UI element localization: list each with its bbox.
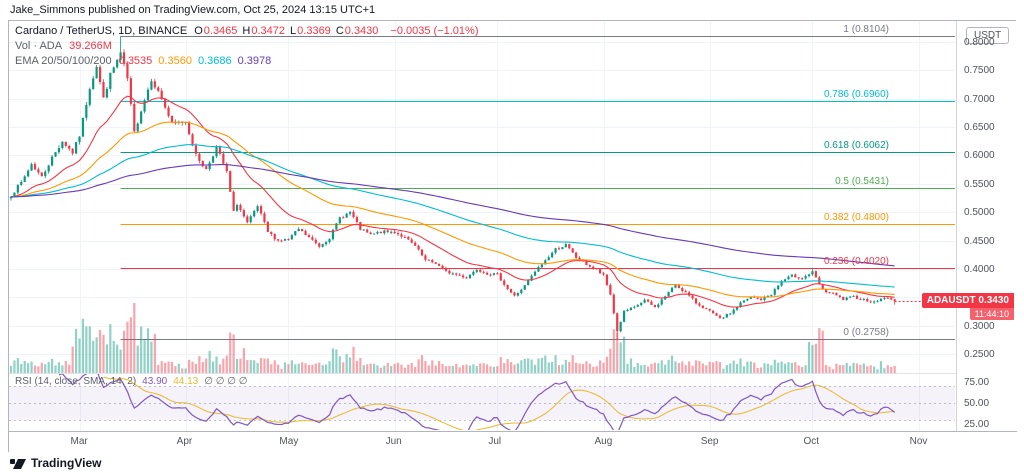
symbol-legend-row[interactable]: Cardano / TetherUS, 1D, BINANCE O0.3465 H… xyxy=(15,24,479,39)
month-label: Aug xyxy=(594,436,613,447)
month-label: Nov xyxy=(909,436,928,447)
price-tick: 0.6500 xyxy=(964,122,995,134)
month-label: Mar xyxy=(70,436,88,447)
ema-value: 0.3978 xyxy=(237,55,272,67)
chart-frame: 1 (0.8104) 0.786 (0.6960) 0.618 (0.6062) 0.… xyxy=(8,20,1017,452)
price-tick: 0.2500 xyxy=(964,349,995,360)
ohlc-key: C xyxy=(335,25,344,37)
chart-canvas[interactable] xyxy=(9,21,955,431)
price-tick: 0.3000 xyxy=(964,320,995,332)
price-scale[interactable]: USDT 0.8000 0.7500 0.7000 0.6500 0.6000 0.550… xyxy=(956,21,1017,431)
ohlc-values: O0.3465 H0.3472 L0.3369 C0.3430 xyxy=(194,24,383,39)
symbol-title: Cardano / TetherUS, 1D, BINANCE xyxy=(15,25,188,37)
last-price-label: ADAUSDT 0.3430 11:44:10 xyxy=(921,293,1014,321)
ohlc-value: 0.3369 xyxy=(297,25,331,37)
rsi-legend-row[interactable]: RSI (14, close, SMA, 14, 2) 43.90 44.13 … xyxy=(15,376,247,387)
tradingview-logo-icon xyxy=(10,459,26,469)
rsi-tick: 25.00 xyxy=(964,419,990,430)
price-tick: 0.7000 xyxy=(964,93,995,105)
month-label: Sep xyxy=(700,436,719,447)
ema-value: 0.3535 xyxy=(118,55,153,67)
time-axis[interactable]: Mar Apr May Jun Jul Aug Sep Oct Nov xyxy=(9,431,1017,452)
price-tick: 0.8000 xyxy=(964,36,995,48)
month-label: Jul xyxy=(488,436,502,447)
rsi-ma-value: 44.13 xyxy=(173,376,199,387)
ema-value: 0.3560 xyxy=(158,55,192,67)
ohlc-value: 0.3472 xyxy=(251,25,286,37)
price-tick: 0.4000 xyxy=(964,263,995,275)
volume-legend-row[interactable]: Vol · ADA 39.266M xyxy=(15,39,479,54)
chart-legend[interactable]: Cardano / TetherUS, 1D, BINANCE O0.3465 H… xyxy=(15,24,479,69)
rsi-tick: 75.00 xyxy=(964,377,990,388)
ohlc-value: 0.3465 xyxy=(203,25,238,37)
price-tick: 0.4500 xyxy=(964,235,995,247)
price-badge: ADAUSDT 0.3430 xyxy=(921,293,1014,309)
ema-values: 0.3535 0.3560 0.3686 0.3978 xyxy=(119,54,278,69)
ema-label: EMA 20/50/100/200 xyxy=(15,55,112,67)
price-tick: 0.5000 xyxy=(964,207,995,219)
rsi-tick: 50.00 xyxy=(964,398,990,409)
price-tick: 0.7500 xyxy=(964,65,995,77)
price-tick: 0.5500 xyxy=(964,178,995,190)
ohlc-key: L xyxy=(290,25,297,37)
ema-value: 0.3686 xyxy=(197,55,232,67)
tradingview-wordmark: TradingView xyxy=(31,456,102,470)
volume-label: Vol · ADA xyxy=(15,40,63,52)
price-tick: 0.6000 xyxy=(964,150,995,162)
countdown-badge: 11:44:10 xyxy=(969,308,1014,321)
rsi-label: RSI (14, close, SMA, 14, 2) xyxy=(15,376,137,387)
month-label: Apr xyxy=(176,436,193,447)
month-label: Oct xyxy=(803,436,819,447)
rsi-value: 43.90 xyxy=(142,376,168,387)
ohlc-key: H xyxy=(242,25,251,37)
month-label: Jun xyxy=(385,436,402,447)
ohlc-value: 0.3430 xyxy=(344,25,379,37)
month-label: May xyxy=(279,436,299,447)
currency-label[interactable]: USDT xyxy=(966,27,1010,44)
pane-separator[interactable] xyxy=(9,373,1017,374)
volume-value: 39.266M xyxy=(69,40,112,52)
ema-legend-row[interactable]: EMA 20/50/100/200 0.3535 0.3560 0.3686 0.39… xyxy=(15,54,479,69)
rsi-hidden-values: ∅ ∅ ∅ ∅ xyxy=(204,376,248,387)
ohlc-key: O xyxy=(194,25,203,37)
tradingview-footer[interactable]: TradingView xyxy=(10,456,101,470)
attribution-line: Jake_Simmons published on TradingView.co… xyxy=(10,4,376,16)
change-value: −0.0035 (−1.01%) xyxy=(390,25,479,37)
